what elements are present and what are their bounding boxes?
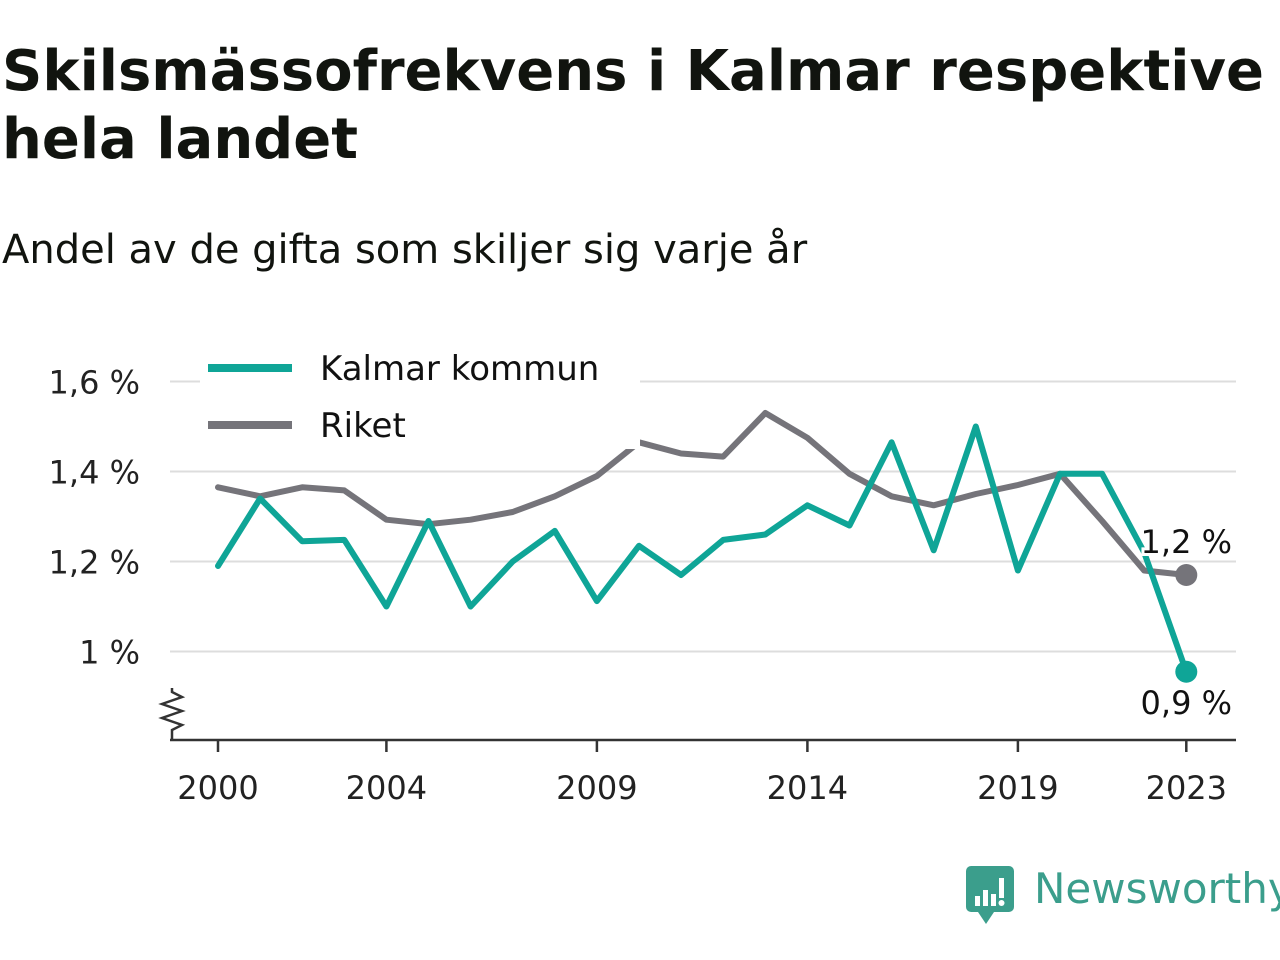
x-tick-label: 2004: [346, 769, 427, 807]
series-line-riket: [215, 410, 1190, 578]
end-label: 0,9 %: [1141, 684, 1232, 722]
end-point-kalmar-kommun: [1175, 660, 1198, 683]
end-point-riket: [1175, 564, 1198, 586]
y-tick-label: 1 %: [79, 634, 140, 672]
y-tick-label: 1,4 %: [49, 454, 140, 492]
y-tick-label: 1,2 %: [49, 544, 140, 582]
legend-label: Kalmar kommun: [320, 349, 599, 389]
chart-title: Skilsmässofrekvens i Kalmar respektive h…: [2, 39, 1264, 172]
x-tick-label: 2009: [556, 769, 637, 807]
chart-subtitle: Andel av de gifta som skiljer sig varje …: [2, 227, 808, 273]
x-tick-label: 2019: [977, 769, 1058, 807]
end-label: 1,2 %: [1141, 523, 1232, 561]
y-tick-label: 1,6 %: [49, 364, 140, 402]
brand-name: Newsworthy: [1034, 864, 1280, 913]
x-tick-label: 2014: [767, 769, 848, 807]
legend-label: Riket: [320, 406, 406, 446]
newsworthy-logo-icon: [966, 866, 1014, 924]
series-line-kalmar-kommun: [215, 423, 1190, 675]
x-tick-label: 2000: [177, 769, 258, 807]
axis-break-icon: [158, 688, 186, 740]
x-tick-label: 2023: [1146, 769, 1227, 807]
